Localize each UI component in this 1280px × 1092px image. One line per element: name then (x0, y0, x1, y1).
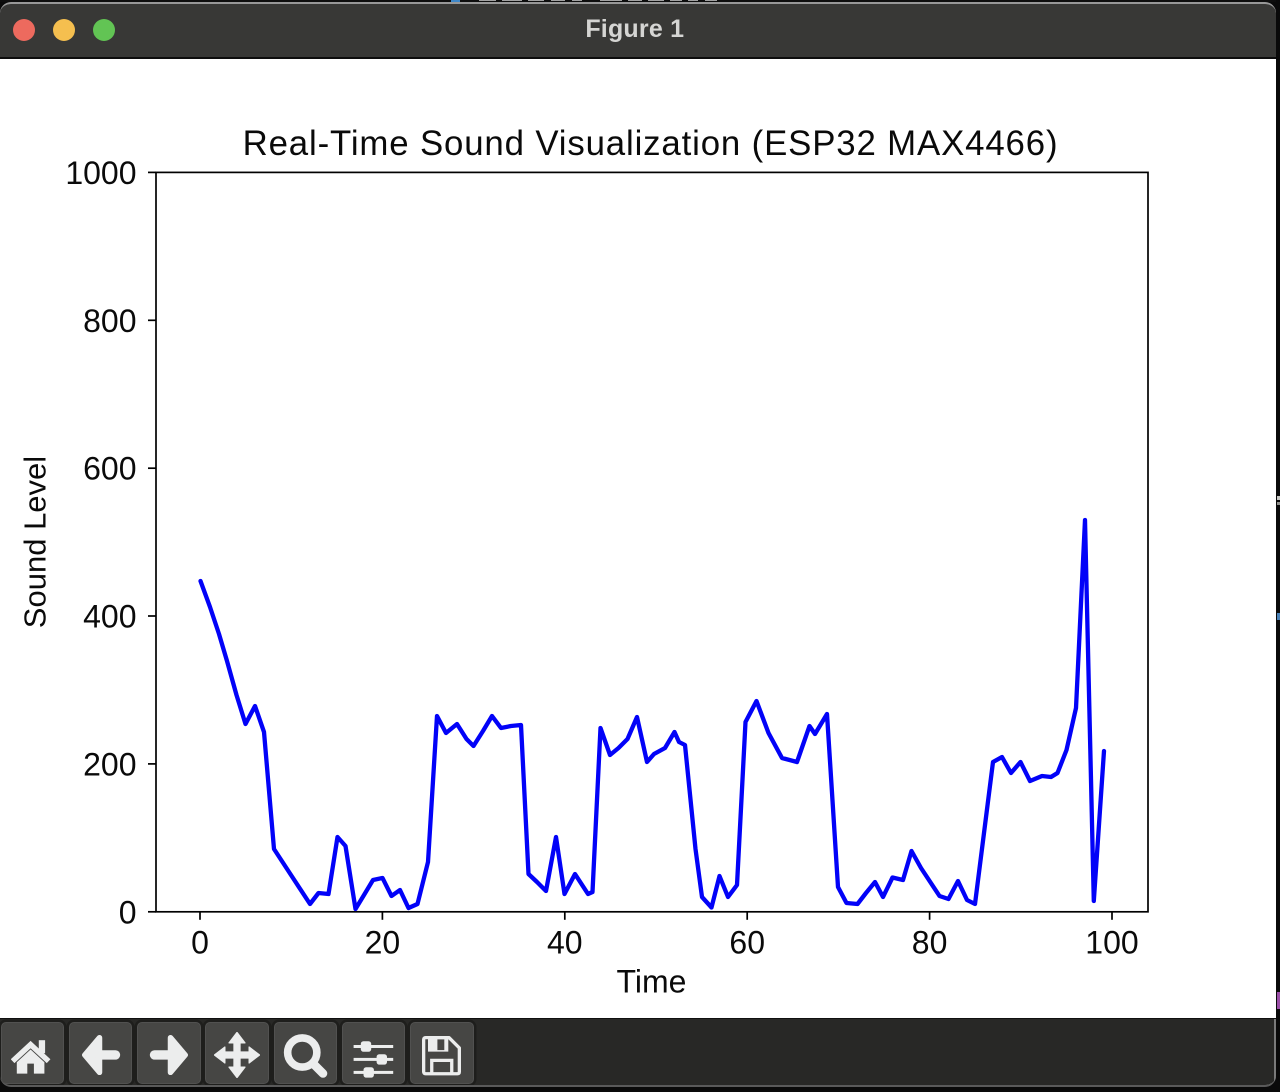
svg-text:40: 40 (547, 925, 583, 961)
svg-text:0: 0 (119, 894, 137, 930)
svg-text:20: 20 (365, 925, 401, 961)
svg-text:100: 100 (1085, 925, 1138, 961)
svg-text:600: 600 (83, 451, 136, 487)
svg-text:800: 800 (83, 303, 136, 339)
svg-text:Real-Time Sound Visualization: Real-Time Sound Visualization (ESP32 MAX… (243, 124, 1059, 163)
svg-text:0: 0 (191, 925, 209, 961)
svg-text:200: 200 (83, 746, 136, 782)
svg-text:1000: 1000 (65, 155, 136, 191)
svg-text:Time: Time (617, 964, 687, 1000)
svg-text:400: 400 (83, 599, 136, 635)
svg-text:Sound Level: Sound Level (18, 456, 53, 628)
svg-text:60: 60 (729, 925, 765, 961)
svg-text:80: 80 (912, 925, 948, 961)
